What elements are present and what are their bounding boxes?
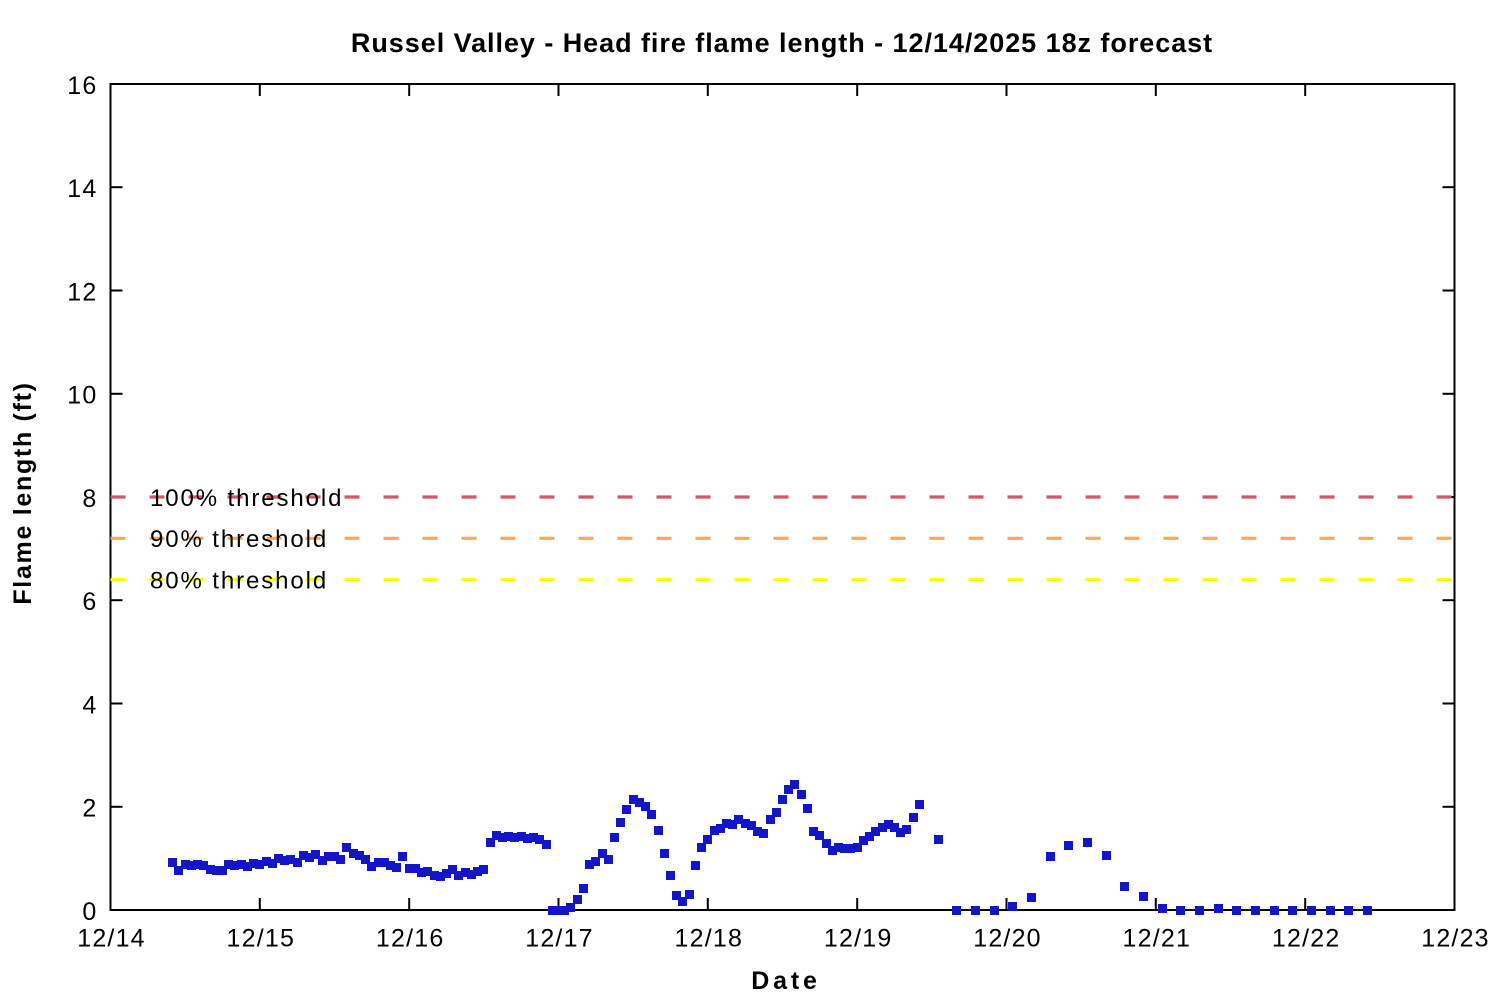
- svg-text:12/21: 12/21: [1123, 925, 1192, 953]
- svg-text:10: 10: [67, 382, 97, 410]
- svg-text:2: 2: [82, 795, 97, 823]
- svg-text:12/14: 12/14: [77, 925, 146, 953]
- svg-text:12/23: 12/23: [1421, 925, 1490, 953]
- svg-text:90% threshold: 90% threshold: [150, 526, 328, 553]
- svg-text:12/16: 12/16: [376, 925, 445, 953]
- svg-text:Russel Valley - Head fire flam: Russel Valley - Head fire flame length -…: [351, 28, 1213, 58]
- svg-text:12/20: 12/20: [973, 925, 1042, 953]
- svg-text:80% threshold: 80% threshold: [150, 567, 328, 594]
- svg-text:6: 6: [82, 588, 97, 616]
- svg-text:100% threshold: 100% threshold: [150, 485, 343, 512]
- svg-text:16: 16: [67, 72, 97, 100]
- svg-text:12: 12: [67, 278, 97, 306]
- svg-text:12/19: 12/19: [824, 925, 893, 953]
- svg-text:Flame length (ft): Flame length (ft): [9, 381, 37, 604]
- svg-text:4: 4: [82, 691, 97, 719]
- svg-text:12/22: 12/22: [1272, 925, 1341, 953]
- svg-text:12/17: 12/17: [525, 925, 594, 953]
- svg-text:12/15: 12/15: [227, 925, 296, 953]
- svg-text:14: 14: [67, 175, 97, 203]
- svg-text:8: 8: [82, 485, 97, 513]
- svg-text:0: 0: [82, 898, 97, 926]
- svg-text:Date: Date: [751, 967, 820, 995]
- svg-text:12/18: 12/18: [675, 925, 744, 953]
